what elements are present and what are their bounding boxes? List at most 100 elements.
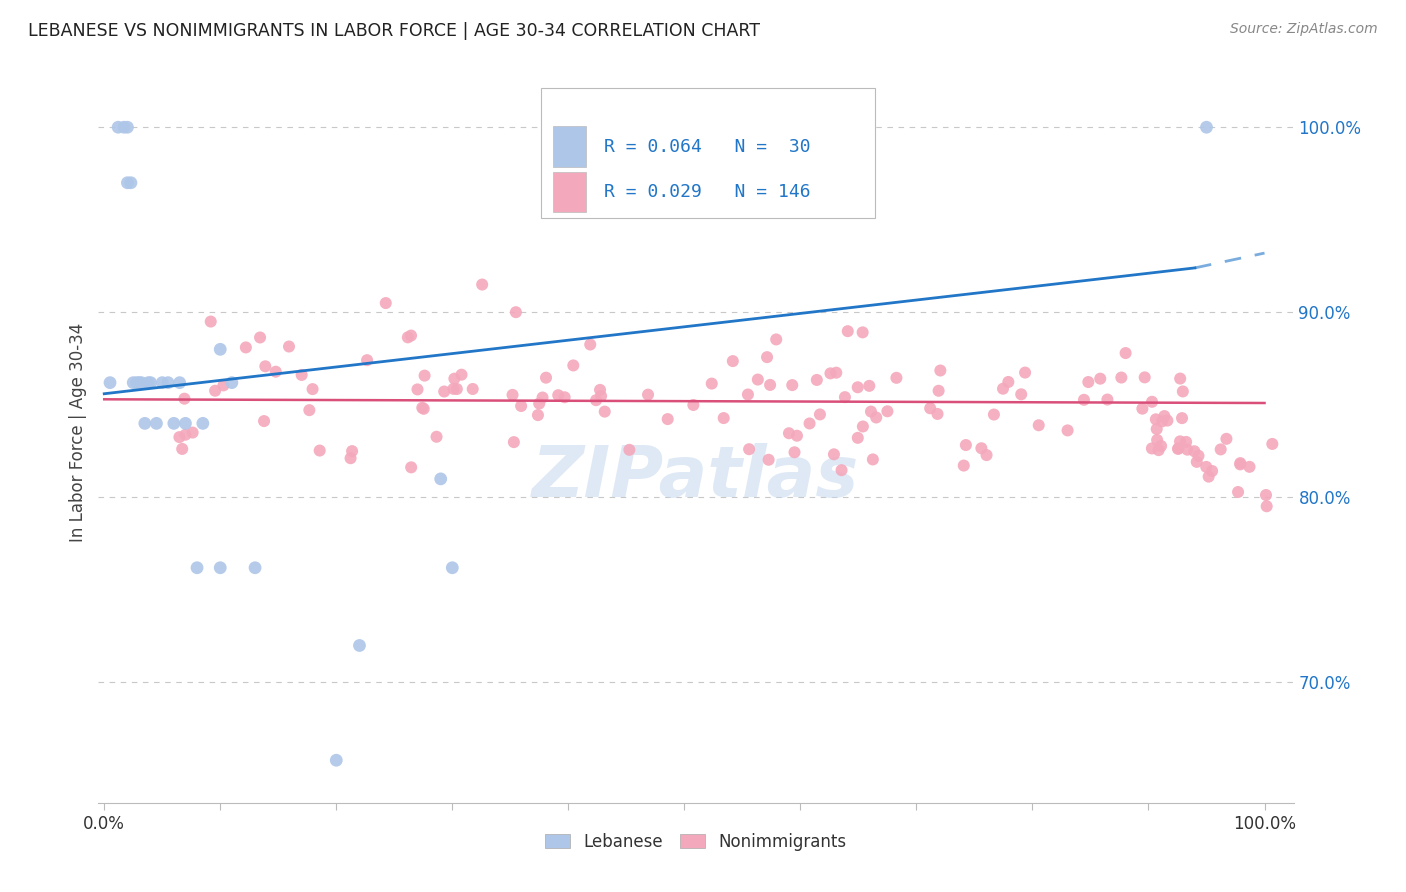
Point <box>806 373 828 387</box>
Point <box>534 370 557 384</box>
Point <box>1056 424 1078 438</box>
Point <box>443 382 465 396</box>
Point <box>1168 371 1191 385</box>
Point <box>780 378 803 392</box>
Point <box>1014 366 1036 380</box>
Point <box>758 452 780 467</box>
Point <box>1115 346 1137 360</box>
Point <box>308 443 330 458</box>
Point <box>399 328 422 343</box>
Point <box>786 428 808 442</box>
Point <box>1073 392 1095 407</box>
Point <box>340 444 363 458</box>
Point <box>928 384 950 398</box>
Point <box>579 337 602 351</box>
Point <box>765 333 787 347</box>
Point <box>1010 387 1032 401</box>
Text: Source: ZipAtlas.com: Source: ZipAtlas.com <box>1230 22 1378 37</box>
Point <box>325 753 347 767</box>
Point <box>1146 422 1168 436</box>
Point <box>837 324 859 338</box>
Point <box>298 403 321 417</box>
Point <box>1185 455 1208 469</box>
Point <box>1239 459 1261 474</box>
Point <box>1140 442 1163 456</box>
Point <box>859 404 882 418</box>
Point <box>209 343 232 357</box>
Text: R = 0.029   N = 146: R = 0.029 N = 146 <box>605 183 811 201</box>
Text: ZIPatlas: ZIPatlas <box>533 442 859 511</box>
Point <box>1195 459 1218 474</box>
Point <box>637 387 659 401</box>
Point <box>589 383 612 397</box>
Point <box>212 378 235 392</box>
Point <box>976 448 998 462</box>
Point <box>1077 375 1099 389</box>
Point <box>1152 414 1174 428</box>
Point <box>1215 432 1237 446</box>
Point <box>413 368 436 383</box>
Point <box>502 388 524 402</box>
Point <box>700 376 723 391</box>
Point <box>1146 433 1168 447</box>
Point <box>1133 370 1156 384</box>
Point <box>163 417 186 431</box>
Point <box>783 445 806 459</box>
Point <box>429 472 451 486</box>
Y-axis label: In Labor Force | Age 30-34: In Labor Force | Age 30-34 <box>69 323 87 542</box>
Point <box>209 560 232 574</box>
Point <box>254 359 277 374</box>
Point <box>399 460 422 475</box>
Point <box>112 120 135 135</box>
Point <box>1171 384 1194 399</box>
Point <box>1132 401 1154 416</box>
Point <box>249 330 271 344</box>
Point <box>619 442 641 457</box>
Point <box>1229 456 1251 470</box>
Point <box>169 430 191 444</box>
Point <box>374 296 396 310</box>
Point <box>98 376 121 390</box>
Point <box>1201 464 1223 478</box>
Point <box>529 396 551 410</box>
Point <box>204 384 226 398</box>
Point <box>858 379 880 393</box>
Point <box>952 458 974 473</box>
Point <box>852 419 875 434</box>
Point <box>1171 411 1194 425</box>
Point <box>1028 418 1050 433</box>
Point <box>172 442 194 456</box>
Point <box>738 442 761 457</box>
Point <box>920 401 942 416</box>
Point <box>443 371 465 385</box>
Point <box>450 368 472 382</box>
Point <box>1153 409 1175 423</box>
Point <box>991 382 1014 396</box>
Point <box>1261 437 1284 451</box>
Point <box>983 408 1005 422</box>
Point <box>721 354 744 368</box>
Point <box>1097 392 1119 407</box>
Point <box>1140 394 1163 409</box>
Point <box>120 176 142 190</box>
Point <box>1256 500 1278 514</box>
Point <box>1187 449 1209 463</box>
Point <box>585 393 607 408</box>
Point <box>136 376 159 390</box>
Point <box>1156 413 1178 427</box>
Point <box>291 368 314 382</box>
Point <box>852 326 875 340</box>
Point <box>955 438 977 452</box>
Point <box>562 359 585 373</box>
Point <box>1182 444 1205 458</box>
Point <box>441 560 464 574</box>
Point <box>412 401 434 416</box>
Point <box>425 430 447 444</box>
Point <box>134 417 156 431</box>
Point <box>191 417 214 431</box>
Point <box>1254 488 1277 502</box>
Point <box>876 404 898 418</box>
Point <box>139 376 162 390</box>
Point <box>235 340 257 354</box>
Point <box>117 176 139 190</box>
